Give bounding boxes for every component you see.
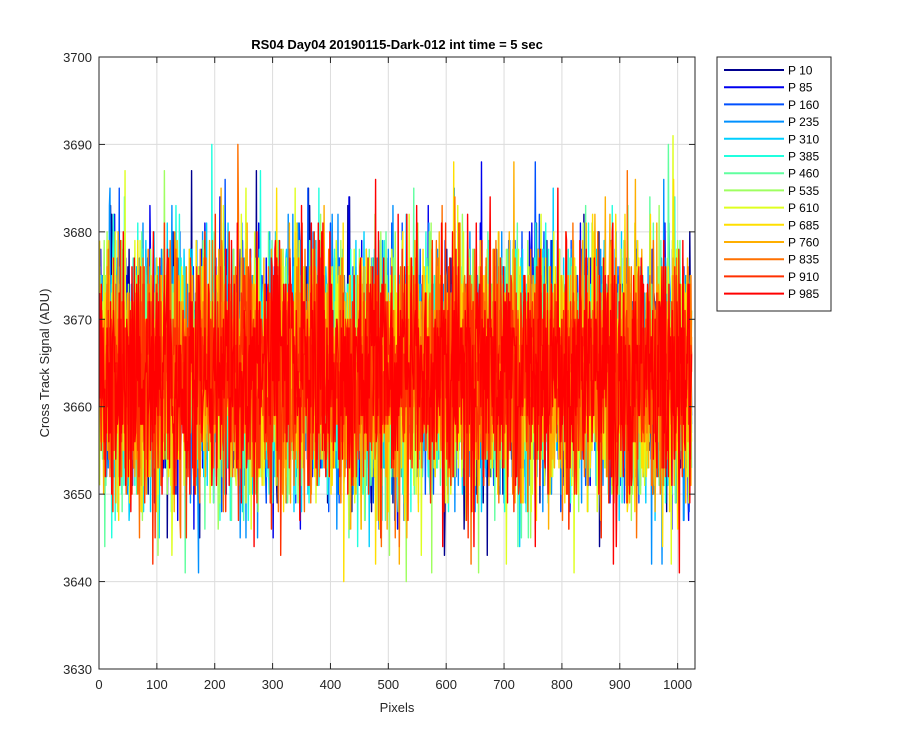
x-tick-label: 100 [146, 677, 168, 692]
legend-label: P 385 [788, 150, 819, 164]
legend-label: P 85 [788, 81, 813, 95]
legend-label: P 985 [788, 287, 819, 301]
x-tick-label: 400 [320, 677, 342, 692]
data-lines [98, 134, 693, 583]
x-axis-ticks: 0 100 200 300 400 500 600 700 800 900 1000 [95, 57, 692, 692]
y-tick-label: 3640 [63, 575, 92, 590]
y-tick-label: 3670 [63, 312, 92, 327]
legend-items: P 10 P 85 P 160 P 235 P 310 P 385 P 460 P 535 P … [724, 64, 819, 301]
y-tick-label: 3650 [63, 487, 92, 502]
y-tick-label: 3690 [63, 137, 92, 152]
legend-label: P 910 [788, 270, 819, 284]
x-tick-label: 900 [609, 677, 631, 692]
y-axis-label: Cross Track Signal (ADU) [37, 289, 52, 438]
y-axis-ticks: 3630 3640 3650 3660 3670 3680 3690 3700 [63, 50, 695, 677]
legend-label: P 535 [788, 184, 819, 198]
x-tick-label: 700 [493, 677, 515, 692]
legend-label: P 310 [788, 132, 819, 146]
series-line-p985 [98, 178, 693, 574]
x-tick-label: 0 [95, 677, 102, 692]
legend-box [716, 56, 832, 312]
x-tick-label: 500 [377, 677, 399, 692]
x-tick-label: 1000 [663, 677, 692, 692]
legend-label: P 460 [788, 167, 819, 181]
x-tick-label: 200 [204, 677, 226, 692]
y-tick-label: 3660 [63, 400, 92, 415]
y-tick-label: 3700 [63, 50, 92, 65]
y-tick-label: 3680 [63, 225, 92, 240]
legend-label: P 10 [788, 64, 813, 78]
y-tick-label: 3630 [63, 662, 92, 677]
legend: P 10 P 85 P 160 P 235 P 310 P 385 P 460 P 535 P … [716, 56, 832, 312]
x-axis-label: Pixels [380, 700, 415, 715]
legend-label: P 610 [788, 201, 819, 215]
legend-label: P 835 [788, 253, 819, 267]
legend-label: P 685 [788, 218, 819, 232]
x-tick-label: 300 [262, 677, 284, 692]
x-tick-label: 800 [551, 677, 573, 692]
legend-label: P 235 [788, 115, 819, 129]
chart-title: RS04 Day04 20190115-Dark-012 int time = … [251, 37, 543, 52]
legend-label: P 160 [788, 98, 819, 112]
legend-label: P 760 [788, 236, 819, 250]
x-tick-label: 600 [435, 677, 457, 692]
plot-frame [98, 56, 696, 670]
